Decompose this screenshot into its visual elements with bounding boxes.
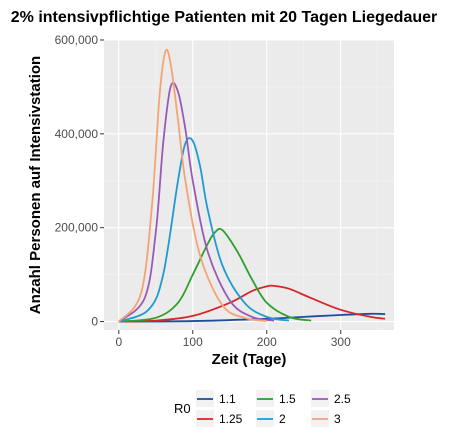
legend-label-1-25: 1.25 <box>219 412 243 426</box>
y-tick-label: 0 <box>91 315 98 329</box>
series-line-2-5 <box>118 81 275 323</box>
x-tick-label: 100 <box>183 335 203 349</box>
legend-label-3: 3 <box>334 412 341 426</box>
legend: R0 1.1 1.25 1.5 2 2.5 3 <box>174 390 351 427</box>
series-line-1-5 <box>118 227 312 323</box>
y-tick-label: 200,000 <box>55 221 99 235</box>
legend-label-1-1: 1.1 <box>219 392 236 406</box>
axes: 0 100 200 300 0 200,000 400,000 600,000 <box>55 33 351 349</box>
x-axis-label: Zeit (Tage) <box>212 351 287 368</box>
legend-title: R0 <box>174 401 191 416</box>
grid <box>104 39 394 330</box>
x-tick-label: 300 <box>331 335 351 349</box>
y-tick-label: 400,000 <box>55 127 99 141</box>
x-tick-label: 0 <box>115 335 122 349</box>
y-tick-label: 600,000 <box>55 33 99 47</box>
y-axis-label: Anzahl Personen auf Intensivstation <box>27 56 44 314</box>
series-line-1-25 <box>118 284 386 323</box>
x-tick-label: 200 <box>257 335 277 349</box>
chart-title: 2% intensivpflichtige Patienten mit 20 T… <box>11 9 437 26</box>
plot-panel <box>104 40 394 330</box>
legend-label-2: 2 <box>279 412 286 426</box>
series-line-3 <box>118 48 267 323</box>
legend-label-1-5: 1.5 <box>279 392 296 406</box>
series-line-2 <box>118 137 290 323</box>
legend-label-2-5: 2.5 <box>334 392 351 406</box>
series-lines <box>118 48 386 323</box>
series-line-1-1 <box>118 312 386 323</box>
